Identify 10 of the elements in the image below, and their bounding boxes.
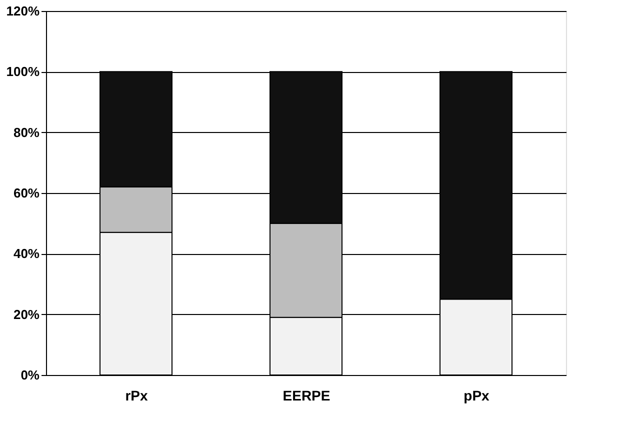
y-tick-label: 40% — [13, 246, 40, 262]
x-tick-label: rPx — [125, 388, 148, 404]
y-tick-label: 100% — [6, 64, 40, 80]
y-tick-label: 80% — [13, 124, 40, 140]
y-tick-label: 0% — [20, 368, 40, 382]
y-tick-label: 20% — [13, 306, 40, 322]
y-tick-label: 120% — [6, 4, 40, 18]
x-tick-label: EERPE — [282, 388, 330, 404]
y-tick-label: 60% — [13, 186, 40, 200]
x-tick-label: pPx — [464, 388, 490, 404]
